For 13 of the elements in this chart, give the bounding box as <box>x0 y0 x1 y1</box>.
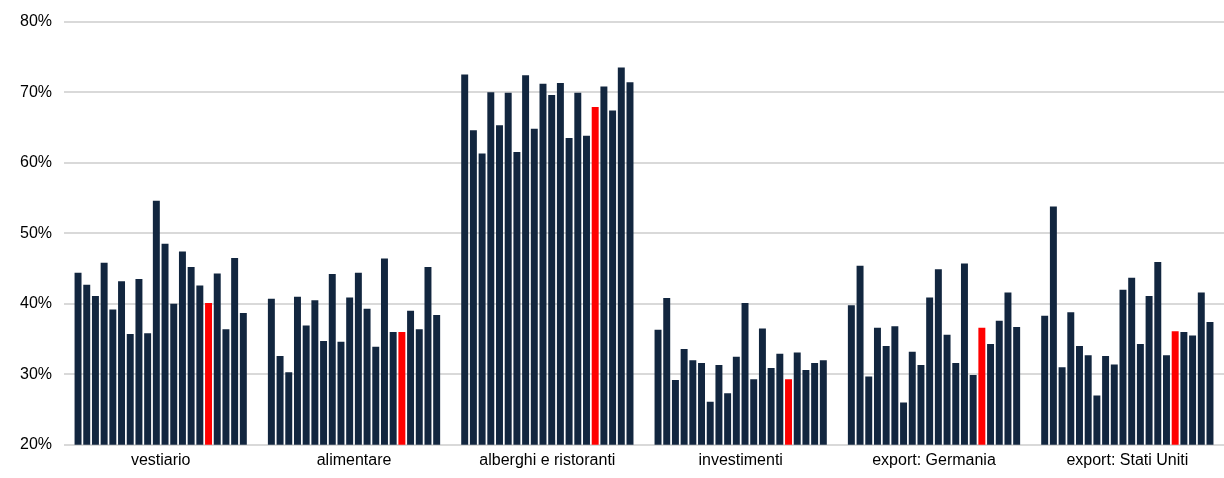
y-tick-label: 20% <box>19 435 53 453</box>
x-tick-label: export: Stati Uniti <box>1066 450 1189 468</box>
y-tick-label: 60% <box>19 153 53 171</box>
y-tick-label: 30% <box>19 364 53 382</box>
x-tick-label: investimenti <box>698 450 783 468</box>
y-tick-label: 50% <box>19 223 53 241</box>
y-tick-label: 40% <box>19 294 53 312</box>
x-tick-label: alimentare <box>316 450 392 468</box>
x-tick-label: vestiario <box>130 450 191 468</box>
x-tick-label: export: Germania <box>872 450 996 468</box>
y-tick-label: 80% <box>19 12 53 30</box>
y-tick-label: 70% <box>19 82 53 100</box>
x-tick-label: alberghi e ristoranti <box>479 450 616 468</box>
